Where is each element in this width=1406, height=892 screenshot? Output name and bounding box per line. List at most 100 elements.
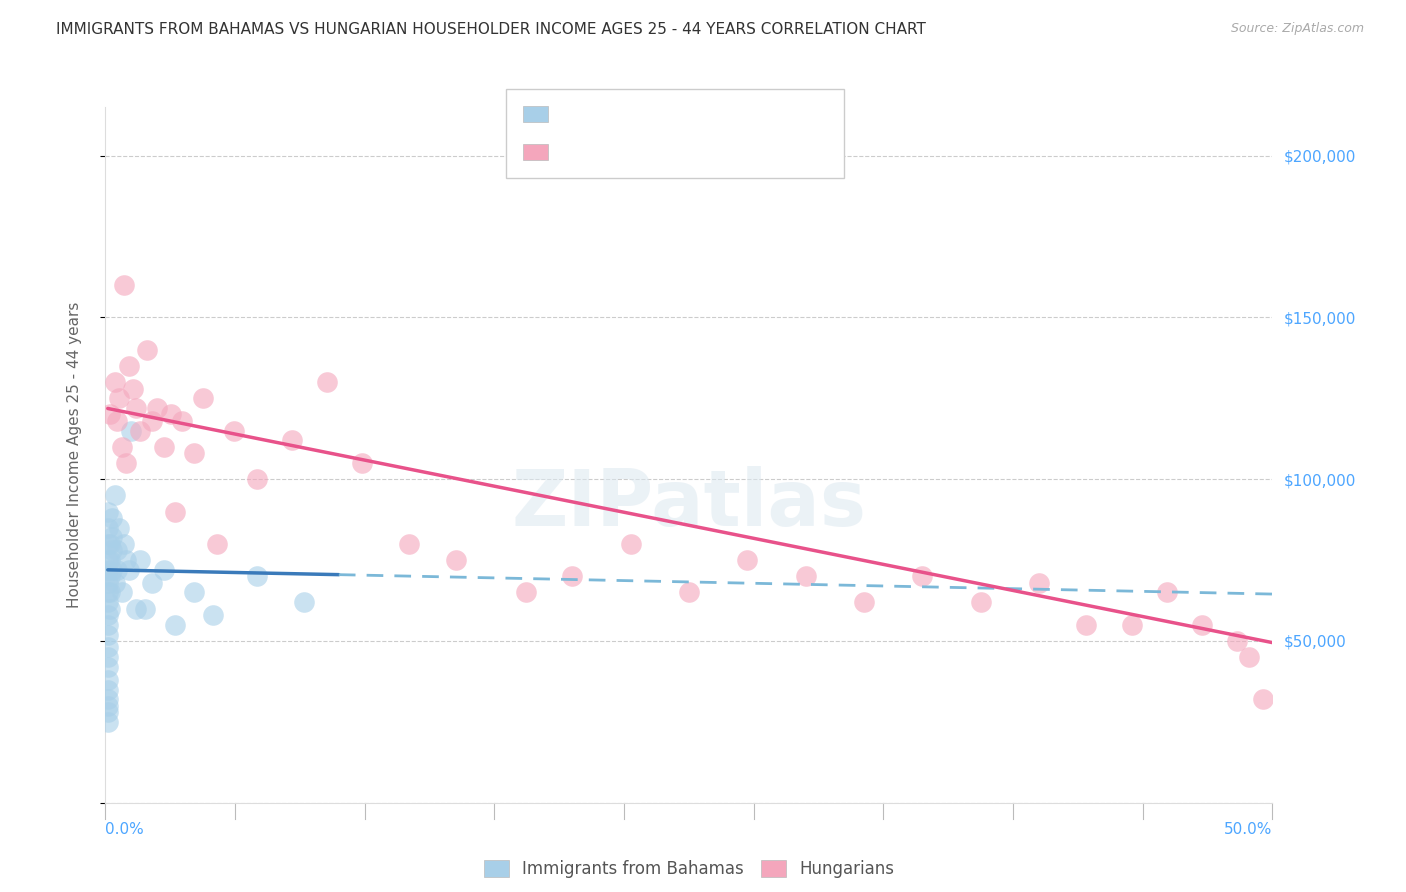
Point — [561, 569, 583, 583]
Point — [183, 446, 205, 460]
Point — [97, 521, 120, 535]
Point — [120, 424, 142, 438]
Text: N =: N = — [668, 143, 704, 161]
Point — [101, 531, 124, 545]
Point — [1121, 617, 1143, 632]
Point — [97, 714, 120, 729]
Point — [97, 537, 120, 551]
Point — [112, 537, 135, 551]
Point — [852, 595, 875, 609]
Point — [105, 543, 128, 558]
Text: R =: R = — [558, 105, 595, 123]
Point — [737, 553, 759, 567]
Point — [108, 392, 131, 406]
Point — [1028, 575, 1050, 590]
Point — [970, 595, 993, 609]
Point — [129, 424, 152, 438]
Point — [97, 553, 120, 567]
Point — [105, 414, 128, 428]
Text: 0.0%: 0.0% — [105, 822, 145, 837]
Point — [97, 698, 120, 713]
Point — [105, 563, 128, 577]
Point — [122, 382, 145, 396]
Point — [97, 595, 120, 609]
Point — [104, 375, 127, 389]
Y-axis label: Householder Income Ages 25 - 44 years: Householder Income Ages 25 - 44 years — [67, 301, 82, 608]
Point — [111, 440, 134, 454]
Point — [98, 537, 121, 551]
Point — [1226, 634, 1249, 648]
Point — [136, 343, 159, 357]
Text: R =: R = — [558, 143, 595, 161]
Point — [129, 553, 152, 567]
Point — [678, 585, 700, 599]
Point — [159, 408, 181, 422]
Point — [911, 569, 934, 583]
Point — [146, 401, 169, 415]
Text: 45: 45 — [703, 143, 725, 161]
Point — [134, 601, 156, 615]
Point — [292, 595, 315, 609]
Point — [97, 563, 120, 577]
Point — [118, 359, 141, 373]
Text: 50.0%: 50.0% — [1225, 822, 1272, 837]
Point — [619, 537, 641, 551]
Text: 49: 49 — [703, 105, 727, 123]
Point — [97, 575, 120, 590]
Point — [1191, 617, 1213, 632]
Point — [101, 563, 124, 577]
Point — [97, 627, 120, 641]
Point — [125, 601, 148, 615]
Point — [183, 585, 205, 599]
Point — [97, 673, 120, 687]
Text: -0.049: -0.049 — [593, 105, 652, 123]
Point — [101, 543, 124, 558]
Point — [98, 569, 121, 583]
Text: Source: ZipAtlas.com: Source: ZipAtlas.com — [1230, 22, 1364, 36]
Point — [1251, 692, 1274, 706]
Point — [115, 553, 138, 567]
Legend: Immigrants from Bahamas, Hungarians: Immigrants from Bahamas, Hungarians — [477, 854, 901, 885]
Point — [104, 575, 127, 590]
Text: -0.523: -0.523 — [593, 143, 652, 161]
Point — [153, 440, 174, 454]
Point — [97, 640, 120, 655]
Point — [1074, 617, 1097, 632]
Point — [97, 705, 120, 719]
Point — [97, 660, 120, 674]
Point — [108, 521, 131, 535]
Point — [165, 617, 187, 632]
Point — [97, 585, 120, 599]
Point — [398, 537, 420, 551]
Point — [207, 537, 229, 551]
Point — [104, 488, 127, 502]
Point — [193, 392, 215, 406]
Point — [112, 278, 135, 293]
Point — [141, 414, 163, 428]
Point — [281, 434, 304, 448]
Point — [98, 585, 121, 599]
Point — [1156, 585, 1178, 599]
Point — [98, 553, 121, 567]
Text: N =: N = — [668, 105, 704, 123]
Point — [246, 472, 269, 486]
Point — [141, 575, 163, 590]
Point — [125, 401, 148, 415]
Point — [246, 569, 269, 583]
Point — [97, 682, 120, 697]
Point — [97, 692, 120, 706]
Point — [115, 456, 138, 470]
Point — [97, 650, 120, 665]
Point — [352, 456, 374, 470]
Text: IMMIGRANTS FROM BAHAMAS VS HUNGARIAN HOUSEHOLDER INCOME AGES 25 - 44 YEARS CORRE: IMMIGRANTS FROM BAHAMAS VS HUNGARIAN HOU… — [56, 22, 927, 37]
Point — [165, 504, 187, 518]
Point — [515, 585, 537, 599]
Point — [794, 569, 817, 583]
Point — [97, 608, 120, 623]
Point — [101, 511, 124, 525]
Point — [1237, 650, 1260, 665]
Point — [118, 563, 141, 577]
Point — [444, 553, 467, 567]
Point — [316, 375, 339, 389]
Point — [98, 408, 121, 422]
